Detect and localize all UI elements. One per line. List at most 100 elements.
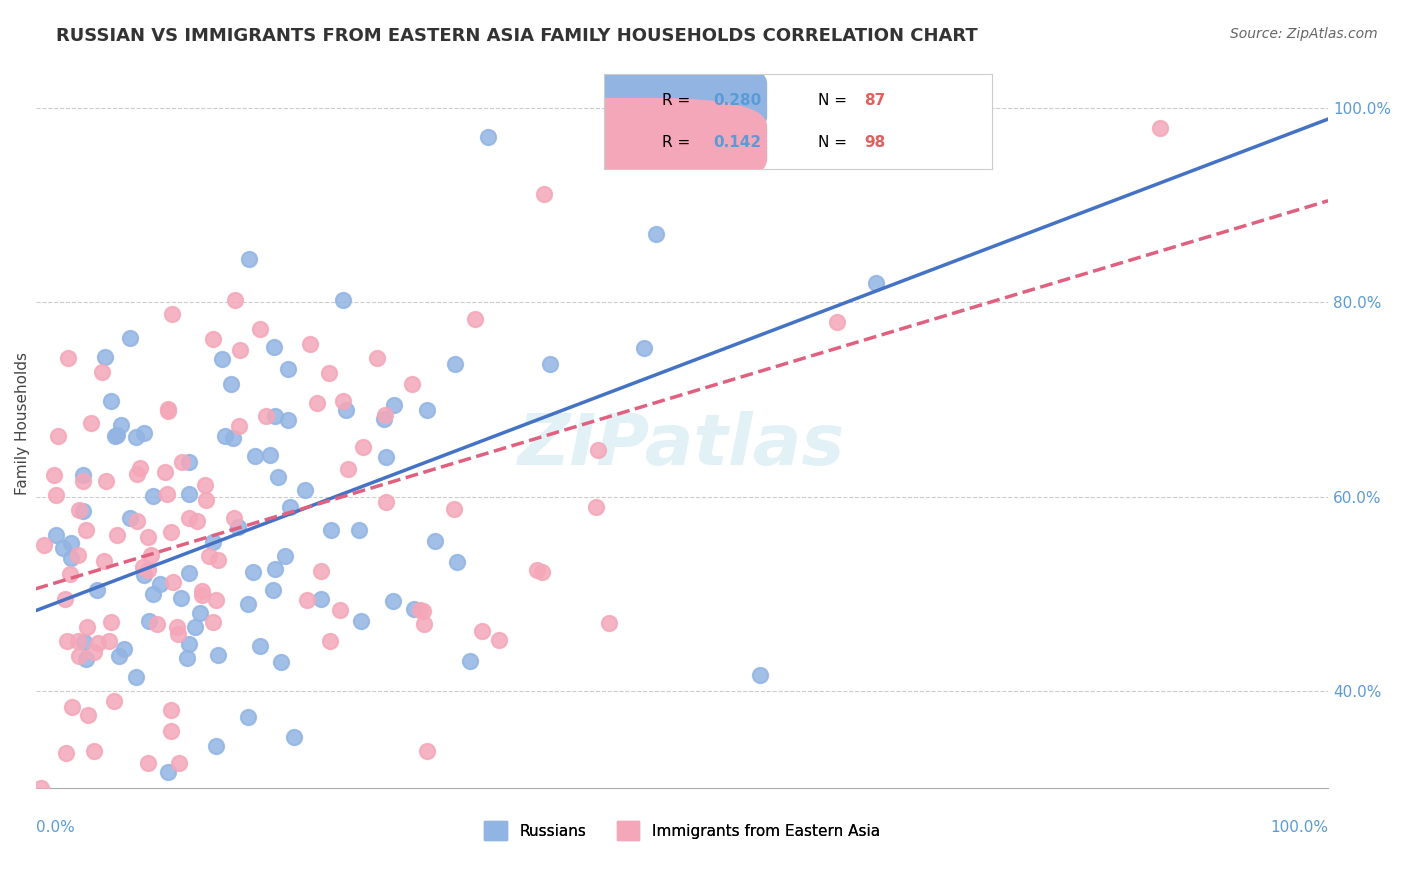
Point bbox=[141, 489, 163, 503]
Point bbox=[66, 634, 89, 648]
Point bbox=[749, 668, 772, 682]
Point bbox=[337, 462, 360, 476]
Point bbox=[412, 616, 434, 631]
Point bbox=[177, 566, 200, 580]
Point bbox=[416, 402, 439, 417]
Point bbox=[214, 428, 236, 442]
Point bbox=[533, 186, 555, 201]
Point bbox=[207, 648, 229, 662]
Point bbox=[318, 367, 340, 381]
Y-axis label: Family Households: Family Households bbox=[15, 352, 30, 495]
Point bbox=[191, 584, 214, 599]
Point bbox=[176, 651, 198, 665]
Point bbox=[645, 227, 668, 242]
Point bbox=[45, 488, 67, 502]
Point bbox=[305, 395, 328, 409]
Point bbox=[170, 455, 193, 469]
Point bbox=[93, 554, 115, 568]
Point bbox=[207, 553, 229, 567]
Point bbox=[309, 564, 332, 578]
Point bbox=[242, 566, 264, 580]
Point bbox=[270, 655, 292, 669]
Point bbox=[222, 431, 245, 445]
Point bbox=[87, 636, 110, 650]
Point bbox=[423, 534, 446, 549]
Point bbox=[67, 502, 90, 516]
Point bbox=[526, 563, 548, 577]
Point bbox=[191, 588, 214, 602]
Point bbox=[375, 450, 398, 465]
Point bbox=[94, 351, 117, 365]
Point bbox=[329, 603, 352, 617]
Point bbox=[72, 467, 94, 482]
Point bbox=[249, 639, 271, 653]
Point bbox=[97, 633, 120, 648]
Point bbox=[157, 401, 180, 416]
Point bbox=[125, 429, 148, 443]
Point bbox=[170, 591, 193, 605]
Point bbox=[488, 633, 510, 648]
Point bbox=[671, 130, 693, 145]
Point bbox=[72, 474, 94, 488]
Point bbox=[229, 343, 252, 357]
Point bbox=[259, 449, 281, 463]
Point bbox=[373, 412, 395, 426]
Point bbox=[224, 293, 246, 308]
Point bbox=[332, 293, 354, 308]
Point bbox=[132, 568, 155, 582]
Point bbox=[56, 634, 79, 648]
Point bbox=[444, 357, 467, 371]
Point bbox=[446, 555, 468, 569]
Point bbox=[825, 315, 848, 329]
Point bbox=[201, 332, 224, 346]
Point bbox=[75, 524, 97, 538]
Point bbox=[60, 699, 83, 714]
Point bbox=[201, 615, 224, 629]
Point bbox=[404, 601, 426, 615]
Legend: Russians, Immigrants from Eastern Asia: Russians, Immigrants from Eastern Asia bbox=[478, 815, 886, 847]
Point bbox=[177, 455, 200, 469]
Point bbox=[350, 615, 373, 629]
Point bbox=[412, 604, 434, 618]
Point bbox=[295, 593, 318, 607]
Point bbox=[156, 487, 179, 501]
Point bbox=[129, 461, 152, 475]
Point bbox=[79, 416, 101, 430]
Point bbox=[382, 398, 405, 412]
Point bbox=[125, 670, 148, 684]
Point bbox=[416, 744, 439, 758]
Point bbox=[828, 150, 851, 164]
Point bbox=[108, 649, 131, 664]
Point bbox=[125, 467, 148, 482]
Point bbox=[166, 807, 188, 822]
Point bbox=[243, 449, 266, 463]
Point bbox=[471, 624, 494, 638]
Point bbox=[159, 724, 181, 739]
Point bbox=[347, 524, 370, 538]
Point bbox=[127, 514, 149, 528]
Point bbox=[132, 426, 155, 441]
Point bbox=[145, 616, 167, 631]
Point bbox=[401, 377, 423, 392]
Text: 0.0%: 0.0% bbox=[35, 820, 75, 835]
Point bbox=[162, 574, 184, 589]
Point bbox=[179, 486, 201, 500]
Point bbox=[100, 393, 122, 408]
Point bbox=[160, 525, 183, 540]
Point bbox=[136, 563, 159, 577]
Point bbox=[198, 549, 221, 564]
Point bbox=[409, 603, 432, 617]
Point bbox=[238, 252, 260, 266]
Point bbox=[55, 746, 77, 760]
Point bbox=[264, 409, 287, 423]
Point bbox=[633, 341, 655, 355]
Point bbox=[236, 598, 259, 612]
Point bbox=[598, 615, 620, 630]
Point bbox=[100, 827, 122, 841]
Point bbox=[277, 362, 299, 376]
Point bbox=[374, 408, 396, 422]
Point bbox=[132, 560, 155, 574]
Point bbox=[530, 565, 553, 579]
Point bbox=[283, 731, 305, 745]
Point bbox=[263, 340, 285, 354]
